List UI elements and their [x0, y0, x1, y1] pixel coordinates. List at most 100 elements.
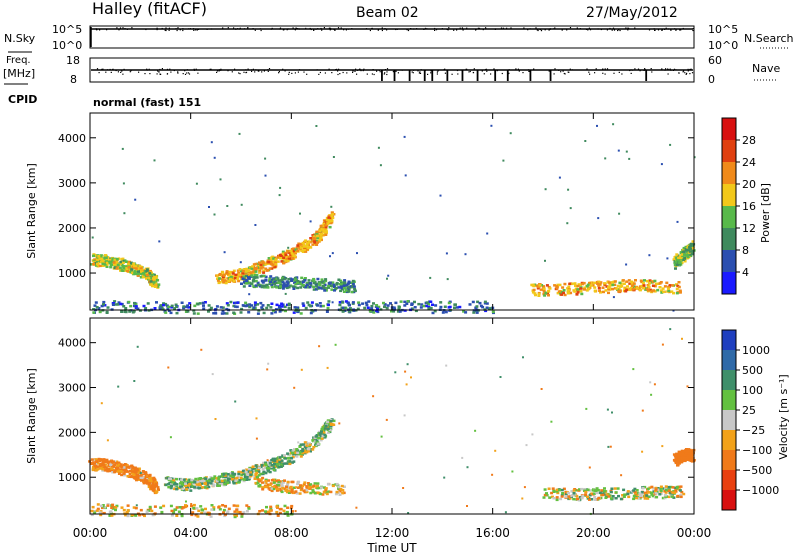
data-cell — [324, 278, 328, 281]
data-cell — [134, 267, 138, 270]
data-cell — [631, 284, 634, 287]
data-cell — [146, 302, 150, 305]
data-cell — [138, 264, 142, 268]
data-cell — [612, 497, 615, 500]
data-cell — [374, 305, 378, 309]
data-cell — [346, 286, 350, 289]
data-cell — [100, 463, 104, 467]
freq-dot — [337, 73, 339, 76]
data-cell — [626, 492, 630, 496]
data-cell — [305, 283, 309, 287]
data-cell — [607, 291, 610, 295]
data-cell — [313, 482, 317, 485]
data-cell — [419, 306, 423, 309]
data-cell — [638, 285, 642, 288]
noise-cell — [226, 205, 229, 207]
noise-cell — [123, 212, 126, 215]
freq-dot — [298, 69, 301, 71]
data-cell — [255, 471, 259, 475]
data-cell — [188, 482, 192, 486]
data-cell — [130, 464, 134, 468]
nsky-dot — [270, 28, 272, 30]
data-cell — [262, 271, 266, 274]
data-cell — [640, 284, 644, 288]
nave-label: Nave — [752, 62, 780, 75]
data-cell — [141, 476, 145, 480]
data-cell — [296, 286, 300, 290]
data-cell — [630, 283, 634, 286]
data-cell — [321, 493, 325, 496]
data-cell — [278, 456, 282, 459]
freq-dot — [112, 68, 114, 70]
data-cell — [132, 262, 136, 265]
data-cell — [182, 305, 186, 308]
data-cell — [342, 491, 346, 495]
freq-dot — [373, 73, 375, 76]
data-cell — [201, 486, 205, 489]
data-cell — [261, 304, 265, 307]
freq-dot — [245, 69, 247, 71]
freq-dot — [384, 69, 386, 71]
nsky-dot — [168, 27, 170, 29]
data-cell — [555, 287, 559, 290]
nsky-dot — [634, 27, 636, 29]
noise-cell — [167, 366, 170, 369]
data-cell — [126, 514, 130, 518]
data-cell — [131, 470, 135, 473]
data-cell — [245, 504, 249, 507]
data-cell — [124, 265, 128, 268]
freq-dot — [594, 72, 596, 74]
data-cell — [196, 312, 200, 315]
nsky-dot — [529, 28, 531, 30]
freq-dot — [563, 72, 565, 75]
data-cell — [688, 455, 692, 458]
data-cell — [111, 471, 115, 474]
data-cell — [224, 476, 228, 479]
data-cell — [614, 497, 618, 500]
data-cell — [583, 489, 586, 492]
data-cell — [632, 489, 636, 492]
freq-dot — [197, 72, 199, 74]
data-cell — [287, 257, 291, 261]
data-cell — [292, 311, 296, 314]
noise-cell — [278, 194, 281, 197]
data-cell — [152, 488, 156, 492]
nsky-dot — [237, 28, 239, 30]
data-cell — [117, 301, 121, 304]
data-cell — [329, 218, 333, 221]
data-cell — [209, 482, 213, 485]
data-cell — [262, 269, 266, 272]
freq-dot — [548, 70, 550, 72]
data-cell — [264, 510, 267, 513]
data-cell — [136, 473, 140, 476]
data-cell — [146, 477, 150, 481]
data-cell — [646, 497, 650, 500]
noise-cell — [394, 371, 397, 374]
colorbar-tick-label: −500 — [742, 464, 772, 477]
noise-cell — [240, 203, 243, 206]
freq-dot — [686, 72, 688, 74]
data-cell — [329, 490, 333, 494]
data-cell — [234, 273, 238, 277]
data-cell — [105, 265, 109, 268]
data-cell — [115, 261, 119, 264]
data-cell — [324, 233, 328, 236]
data-cell — [296, 281, 300, 285]
data-cell — [324, 230, 328, 233]
freq-dot — [234, 68, 236, 70]
data-cell — [237, 481, 241, 484]
data-cell — [218, 273, 222, 276]
data-cell — [145, 482, 149, 485]
data-cell — [260, 285, 264, 289]
data-cell — [331, 484, 335, 488]
data-cell — [277, 465, 281, 469]
data-cell — [666, 287, 670, 290]
data-cell — [347, 280, 351, 283]
data-cell — [260, 306, 264, 309]
colorbar-swatch — [722, 350, 736, 370]
data-cell — [334, 492, 338, 496]
data-cell — [351, 301, 355, 304]
data-cell — [291, 455, 295, 459]
data-cell — [232, 481, 236, 484]
freq-dot — [419, 72, 422, 74]
